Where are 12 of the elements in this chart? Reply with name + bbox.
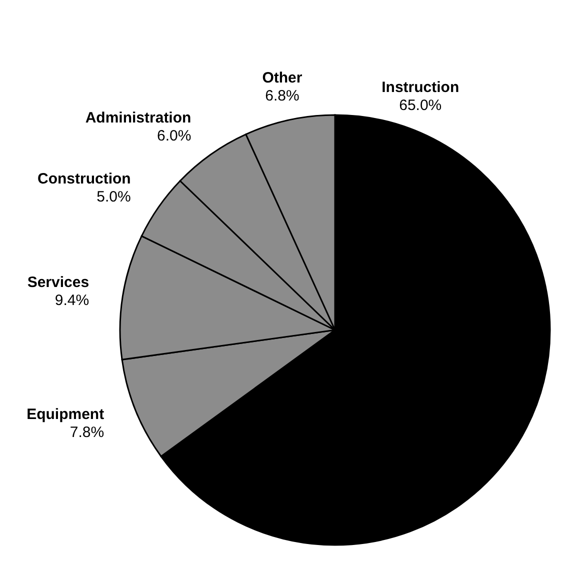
data-label: 65.0% <box>399 97 442 114</box>
data-label: 7.8% <box>70 424 104 442</box>
data-label: 6.0% <box>156 128 192 145</box>
slice-label: Equipment <box>26 406 104 424</box>
data-label: 6.8% <box>265 88 300 105</box>
data-label: 9.4% <box>54 292 90 310</box>
slice-label: Administration <box>85 110 192 127</box>
data-label: 5.0% <box>96 188 131 206</box>
slice-label: Other <box>262 70 302 87</box>
slice-label: Services <box>27 274 90 292</box>
slice-label: Construction <box>38 170 131 188</box>
slice-label: Instruction <box>382 79 460 96</box>
